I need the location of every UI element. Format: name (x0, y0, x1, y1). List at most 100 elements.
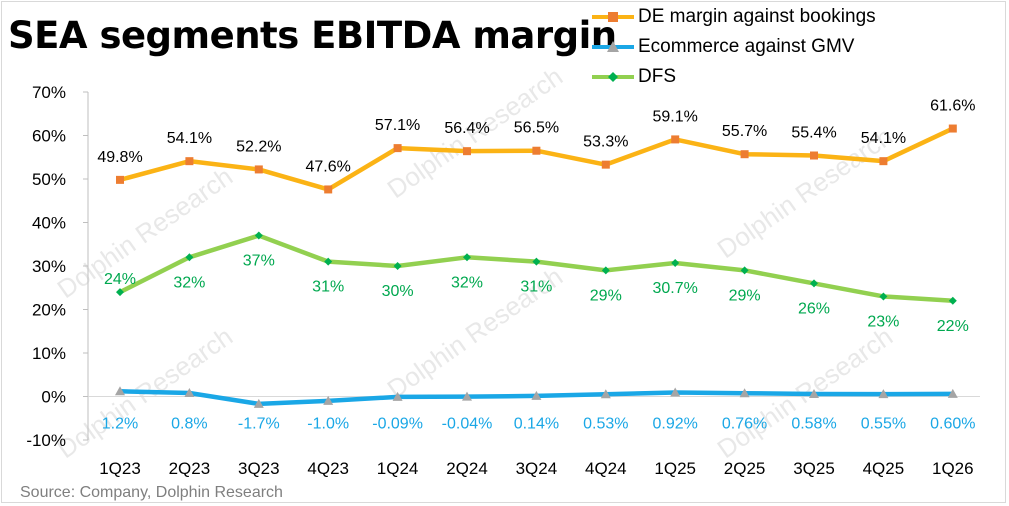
data-label-dfs: 30% (382, 283, 414, 300)
data-label-dfs: 29% (590, 287, 622, 304)
data-label-de: 55.4% (791, 125, 836, 142)
data-label-de: 54.1% (861, 130, 906, 147)
point-dfs (254, 231, 263, 240)
chart-title: SEA segments EBITDA margin (8, 14, 617, 57)
data-label-dfs: 23% (867, 313, 899, 330)
point-ecommerce (115, 386, 125, 396)
point-de (116, 175, 124, 184)
data-label-de: 49.8% (97, 149, 142, 166)
data-label-de: 59.1% (653, 108, 698, 125)
point-de (601, 160, 610, 169)
data-label-ecommerce: 0.14% (514, 416, 559, 433)
point-de (740, 150, 749, 159)
y-tick-label: 0% (41, 388, 66, 407)
x-tick-label: 3Q23 (238, 459, 280, 478)
point-dfs (324, 257, 333, 266)
y-tick-label: 50% (32, 170, 66, 189)
point-ecommerce (392, 391, 403, 401)
y-tick-label: 20% (32, 301, 66, 320)
data-label-ecommerce: 0.76% (722, 416, 767, 433)
data-label-ecommerce: -0.04% (442, 416, 493, 433)
point-dfs (740, 266, 749, 275)
watermark-text: Dolphin Research (52, 161, 239, 304)
point-ecommerce (878, 389, 889, 399)
point-ecommerce (323, 395, 334, 405)
legend-item-ecommerce: Ecommerce against GMV (590, 32, 876, 62)
x-tick-label: 2Q23 (169, 459, 211, 478)
legend-item-de: DE margin against bookings (590, 2, 876, 32)
point-de (254, 165, 263, 174)
point-ecommerce (947, 388, 958, 398)
point-dfs (393, 262, 402, 270)
point-ecommerce (809, 388, 819, 398)
data-label-de: 57.1% (375, 117, 420, 134)
data-label-ecommerce: 1.2% (102, 416, 138, 433)
data-label-dfs: 31% (312, 279, 344, 296)
data-label-dfs: 29% (729, 287, 761, 304)
data-label-de: 56.4% (444, 120, 489, 137)
x-tick-label: 4Q24 (585, 459, 627, 478)
y-tick-label: 70% (32, 83, 66, 102)
point-ecommerce (531, 390, 542, 400)
point-de (393, 144, 402, 153)
x-tick-label: 3Q25 (793, 459, 835, 478)
data-label-ecommerce: -1.0% (307, 416, 349, 433)
x-tick-label: 4Q23 (307, 459, 349, 478)
point-de (948, 124, 957, 133)
point-ecommerce (184, 388, 195, 398)
legend: DE margin against bookings Ecommerce aga… (590, 2, 876, 92)
point-ecommerce (462, 391, 472, 401)
data-label-ecommerce: -0.09% (372, 416, 423, 433)
data-label-ecommerce: -1.7% (238, 416, 280, 433)
point-ecommerce (739, 388, 750, 398)
x-tick-label: 4Q25 (863, 459, 905, 478)
x-tick-label: 2Q24 (446, 459, 488, 478)
point-dfs (601, 266, 610, 275)
point-dfs (948, 296, 957, 305)
data-label-de: 52.2% (236, 138, 281, 155)
data-label-dfs: 26% (798, 300, 830, 317)
point-de (324, 185, 333, 194)
legend-label-dfs: DFS (638, 66, 676, 87)
point-de (532, 146, 541, 155)
data-label-de: 54.1% (167, 130, 212, 147)
x-tick-label: 3Q24 (516, 459, 558, 478)
data-label-ecommerce: 0.60% (930, 416, 975, 433)
point-dfs (463, 253, 471, 262)
data-label-de: 55.7% (722, 123, 767, 140)
x-tick-label: 1Q23 (99, 459, 141, 478)
point-ecommerce (670, 387, 681, 397)
data-label-ecommerce: 0.58% (791, 416, 836, 433)
legend-swatch-dfs (592, 72, 634, 82)
legend-item-dfs: DFS (590, 62, 876, 92)
data-label-dfs: 32% (451, 274, 483, 291)
data-label-de: 61.6% (930, 98, 975, 115)
data-label-dfs: 30.7% (653, 280, 698, 297)
data-label-dfs: 31% (520, 279, 552, 296)
data-label-de: 47.6% (306, 158, 351, 175)
point-de (463, 147, 471, 156)
y-tick-label: -10% (26, 431, 66, 450)
point-de (879, 157, 888, 166)
point-dfs (116, 288, 124, 297)
point-de (810, 151, 818, 160)
data-label-ecommerce: 0.8% (171, 416, 207, 433)
legend-swatch-ecommerce (592, 41, 634, 52)
point-dfs (810, 279, 818, 288)
source-note: Source: Company, Dolphin Research (20, 484, 283, 501)
point-de (671, 135, 680, 144)
data-label-dfs: 24% (104, 271, 136, 288)
x-tick-label: 2Q25 (724, 459, 766, 478)
point-dfs (671, 258, 680, 267)
data-label-de: 53.3% (583, 134, 628, 151)
legend-swatch-de (592, 12, 634, 22)
data-label-dfs: 32% (173, 274, 205, 291)
data-label-dfs: 22% (937, 318, 969, 335)
data-label-dfs: 37% (243, 253, 275, 270)
y-tick-label: 30% (32, 257, 66, 276)
data-label-ecommerce: 0.92% (653, 416, 698, 433)
y-tick-label: 10% (32, 344, 66, 363)
point-dfs (879, 292, 888, 301)
